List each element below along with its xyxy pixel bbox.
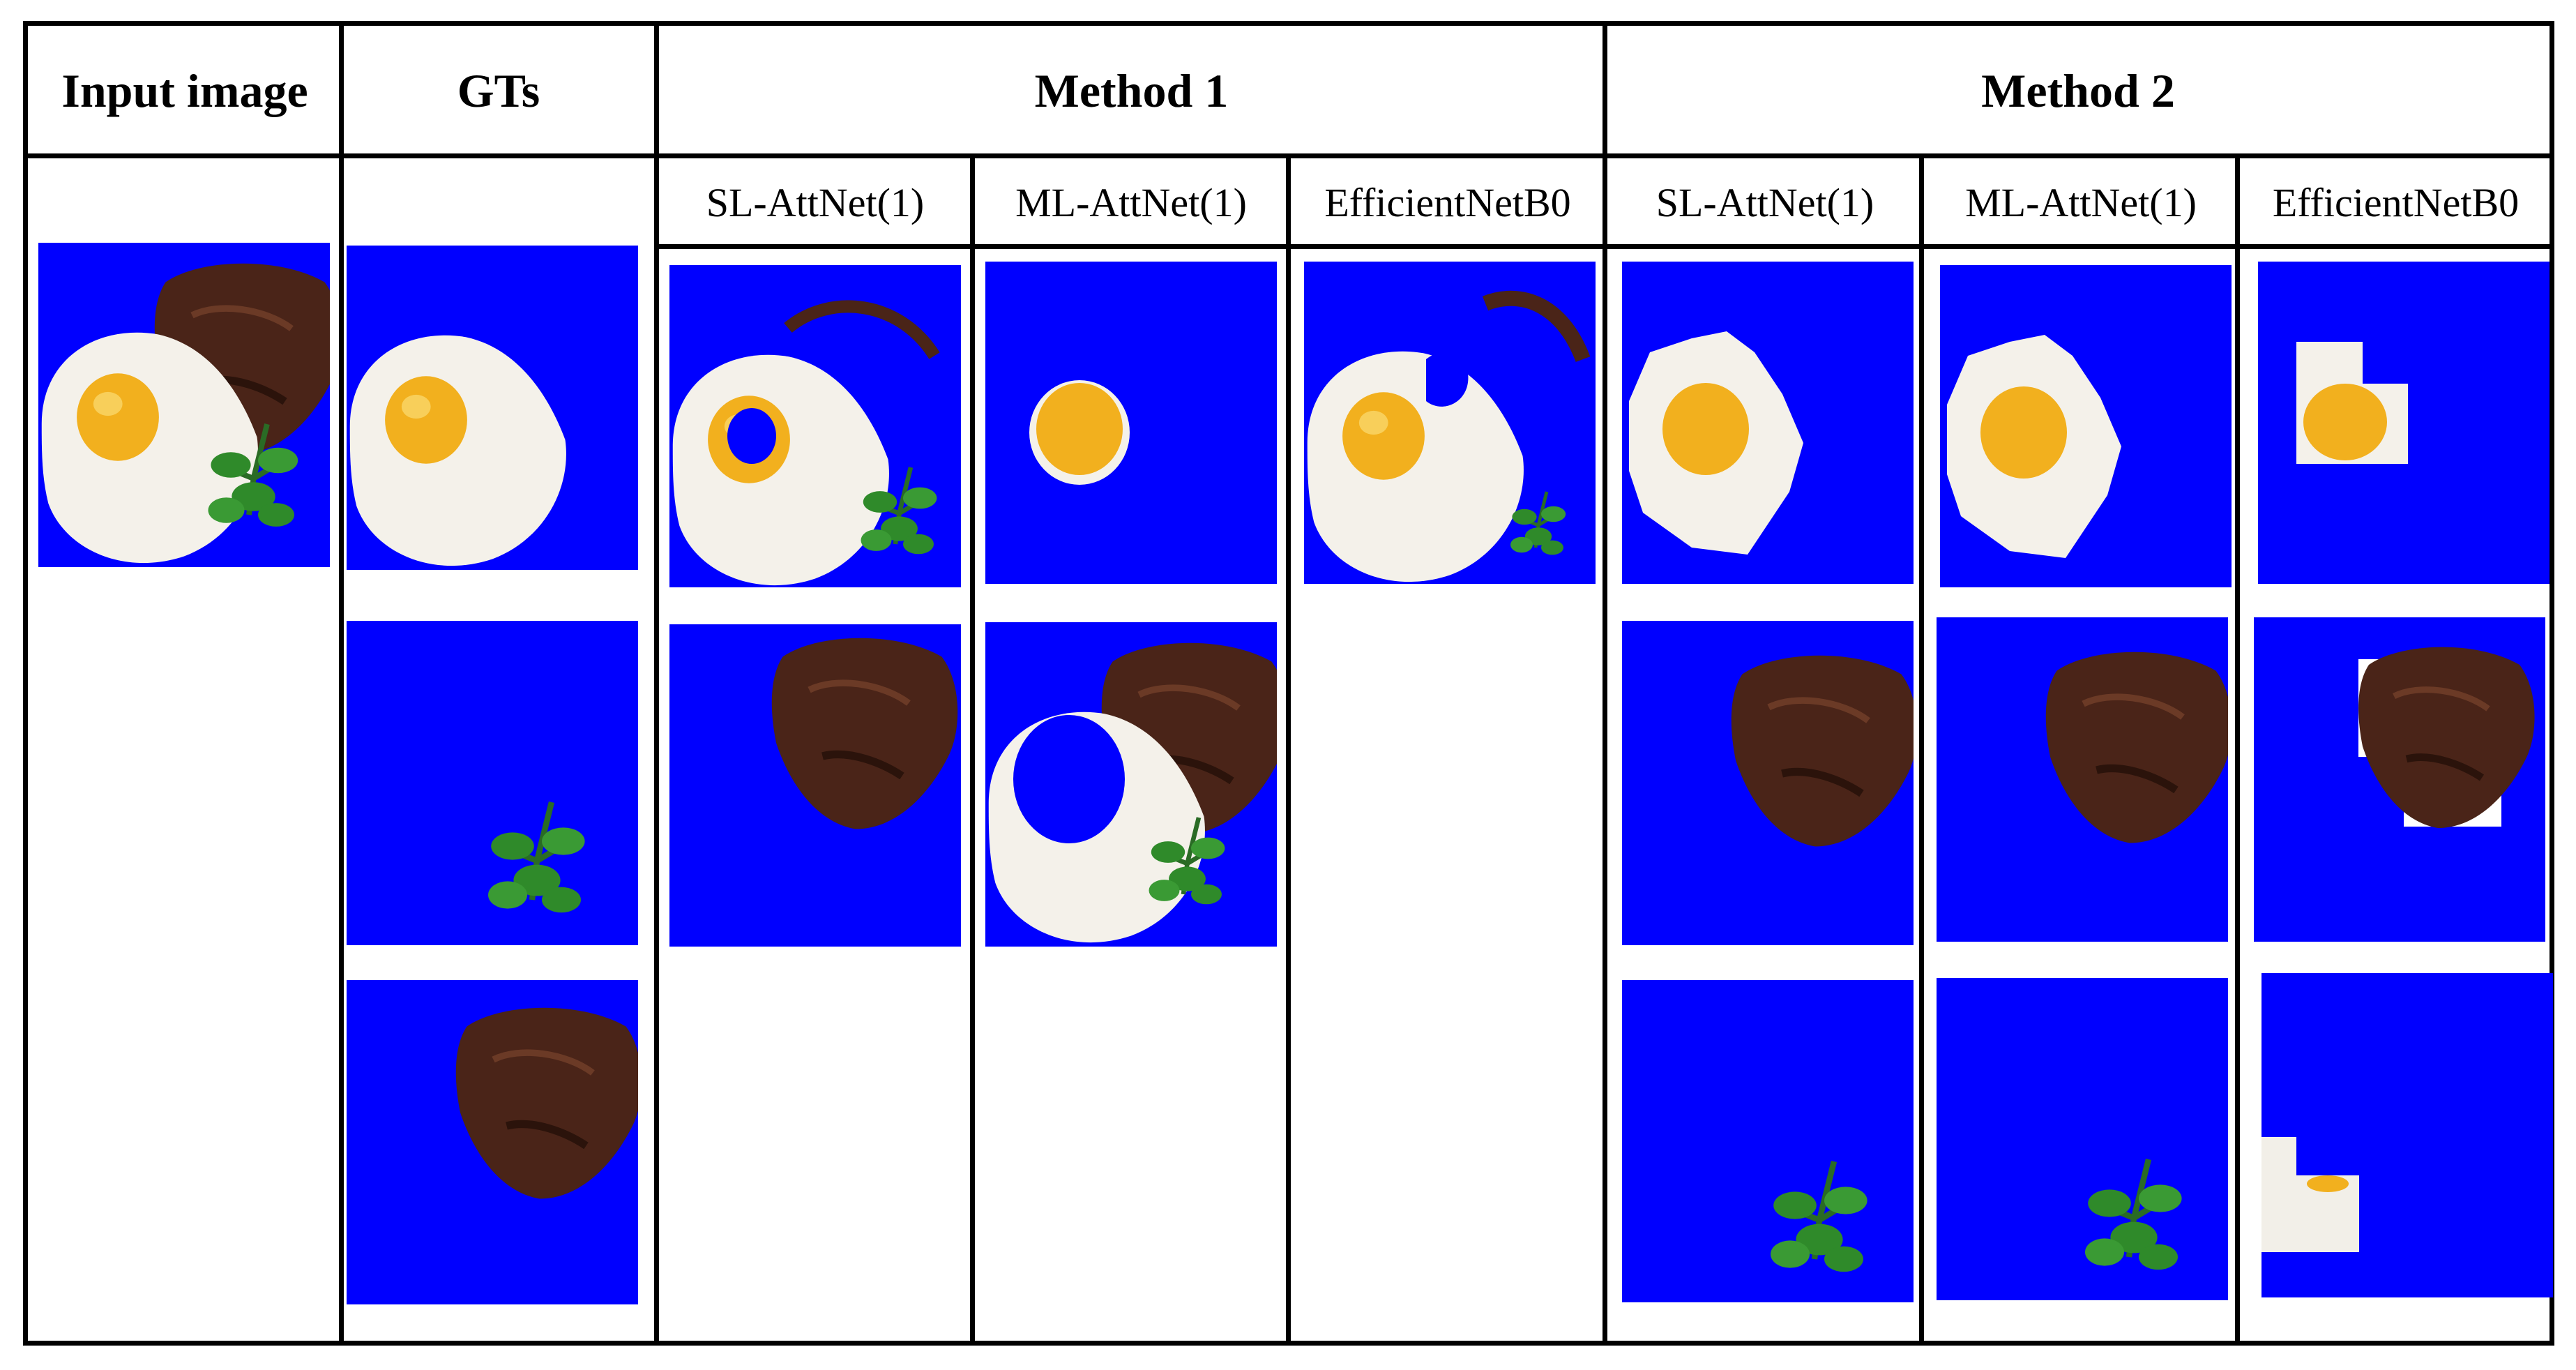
column-divider	[1286, 153, 1291, 1346]
subheader-m2-sl-attnet: SL-AttNet(1)	[1656, 180, 1874, 225]
header-input-image: Input image	[61, 63, 308, 117]
column-divider	[339, 21, 344, 1346]
m2-ml-egg-prediction	[1940, 265, 2232, 587]
header-method-1: Method 1	[1034, 63, 1229, 117]
gt-parsley-tile	[347, 621, 638, 945]
table-border-right	[2550, 21, 2554, 1346]
m1-sl-egg-prediction	[669, 265, 961, 587]
header-gts: GTs	[457, 63, 540, 117]
table-border-left	[23, 21, 28, 1346]
m1-ml-egg-prediction	[985, 262, 1277, 584]
m2-eff-meat-prediction	[2254, 617, 2545, 942]
m2-eff-parsley-prediction	[2261, 973, 2553, 1297]
column-divider	[970, 153, 975, 1346]
column-divider	[654, 21, 659, 1346]
subheader-m1-ml-attnet: ML-AttNet(1)	[1015, 180, 1247, 225]
subheader-m1-sl-attnet: SL-AttNet(1)	[706, 180, 925, 225]
gt-meat-tile	[347, 980, 638, 1304]
subheader-m2-efficientnetb0: EfficientNetB0	[2272, 180, 2520, 225]
m2-sl-parsley-prediction	[1622, 980, 1914, 1302]
m2-eff-egg-prediction	[2258, 262, 2550, 584]
column-divider	[1919, 153, 1924, 1346]
table-border-top	[23, 21, 2554, 26]
m2-ml-parsley-prediction	[1937, 978, 2228, 1300]
column-divider	[1603, 21, 1607, 1346]
m1-eff-egg-prediction	[1304, 262, 1596, 584]
m1-sl-meat-prediction	[669, 624, 961, 947]
m1-ml-meat-prediction	[985, 622, 1277, 947]
subheader-m2-ml-attnet: ML-AttNet(1)	[1965, 180, 2197, 225]
subheader-m1-efficientnetb0: EfficientNetB0	[1324, 180, 1571, 225]
column-divider	[2235, 153, 2240, 1346]
gt-egg-tile	[347, 246, 638, 570]
header-method-2: Method 2	[1981, 63, 2175, 117]
m2-sl-meat-prediction	[1622, 621, 1914, 945]
m2-ml-meat-prediction	[1937, 617, 2228, 942]
input-image-tile	[38, 243, 330, 567]
m2-sl-egg-prediction	[1622, 262, 1914, 584]
